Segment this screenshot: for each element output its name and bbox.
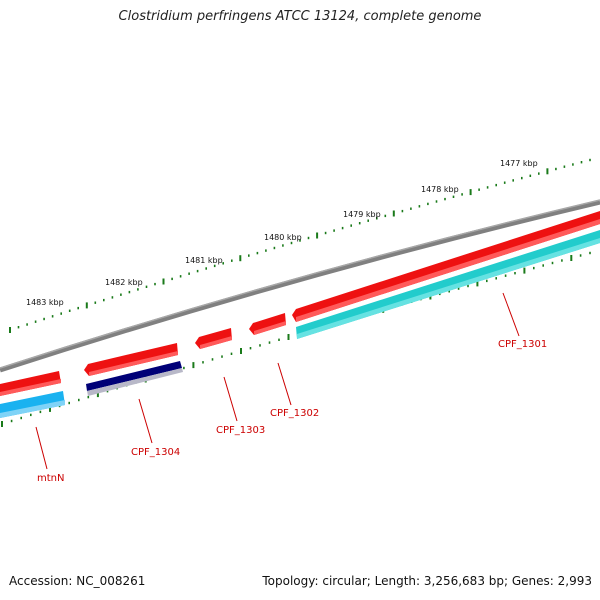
gene-cpf1302-arrow[interactable] (249, 313, 286, 335)
leader-cpf1302 (277, 362, 292, 406)
gene-label-cpf1303[interactable]: CPF_1303 (216, 425, 265, 436)
gene-cpf1301-shade (296, 219, 600, 322)
kbp-label-1482: 1482 kbp (105, 278, 143, 287)
kbp-scale-labels: 1477 kbp 1478 kbp 1479 kbp 1480 kbp 1481… (26, 159, 538, 307)
map-title: Clostridium perfringens ATCC 13124, comp… (118, 9, 482, 24)
leader-cpf1301 (502, 292, 520, 337)
gene-label-cpf1302[interactable]: CPF_1302 (270, 408, 319, 419)
topology-text: Topology: circular; Length: 3,256,683 bp… (262, 574, 592, 588)
cpf1304-grey-shade (87, 368, 183, 396)
gene-cpf1302-shade (254, 321, 286, 335)
leader-cpf1303 (223, 376, 238, 422)
gene-labels: CPF_1301 CPF_1302 CPF_1303 CPF_1304 mtnN (37, 339, 547, 484)
kbp-label-1483: 1483 kbp (26, 298, 64, 307)
gene-label-leaders (35, 292, 520, 470)
gene-label-cpf1304[interactable]: CPF_1304 (131, 447, 180, 458)
leader-cpf1304 (138, 398, 153, 444)
gene-cpf1303-arrow[interactable] (195, 328, 232, 349)
kbp-label-1477: 1477 kbp (500, 159, 538, 168)
genome-backbone (0, 199, 600, 373)
leader-mtnN (35, 426, 48, 470)
kbp-label-1480: 1480 kbp (264, 233, 302, 242)
cpf1301-cyan-shade (297, 238, 600, 339)
kbp-label-1481: 1481 kbp (185, 256, 223, 265)
secondary-track (0, 230, 600, 418)
genome-backbone-highlight (0, 199, 600, 369)
gene-left-shade (0, 379, 61, 396)
gene-label-cpf1301[interactable]: CPF_1301 (498, 339, 547, 350)
outer-tick-ruler (9, 158, 591, 333)
mtnN-blue-shade (0, 400, 65, 418)
gene-cpf1304-shade (89, 351, 178, 376)
cpf1304-navy-feature[interactable] (86, 361, 182, 391)
forward-strand-genes (0, 211, 600, 396)
kbp-label-1478: 1478 kbp (421, 185, 459, 194)
kbp-label-1479: 1479 kbp (343, 210, 381, 219)
gene-cpf1303-shade (200, 336, 232, 349)
accession-text: Accession: NC_008261 (9, 574, 146, 588)
gene-label-mtnN[interactable]: mtnN (37, 473, 64, 484)
